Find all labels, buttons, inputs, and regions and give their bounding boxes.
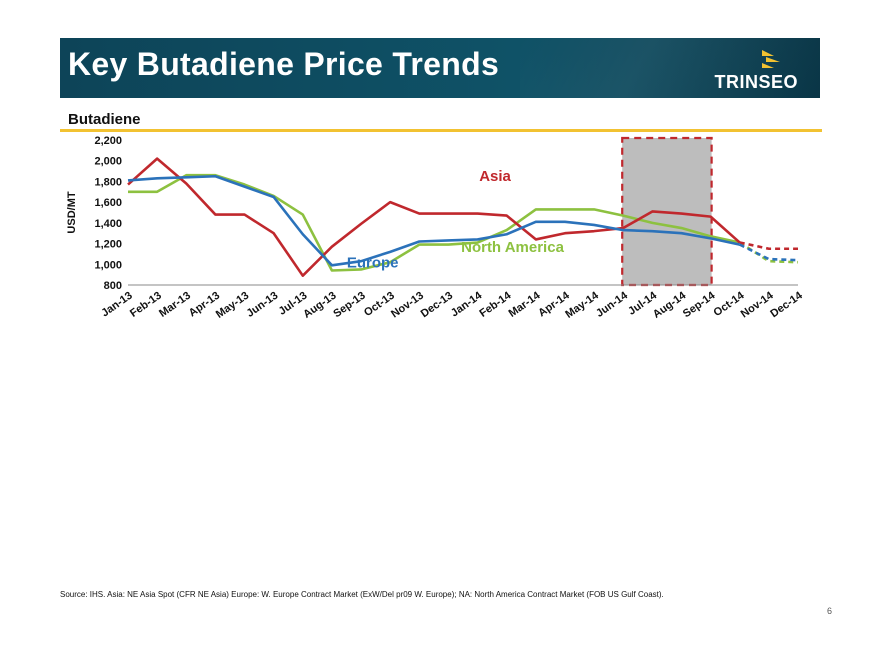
x-tick-label: Jan-14 xyxy=(449,289,485,319)
x-tick-label: Aug-14 xyxy=(651,289,689,321)
x-tick-label: Jun-13 xyxy=(244,290,280,320)
x-tick-label: Jun-14 xyxy=(594,289,631,320)
x-tick-label: Sep-13 xyxy=(331,290,367,321)
accent-rule xyxy=(60,129,822,132)
y-tick-label: 1,000 xyxy=(94,259,122,271)
europe-line xyxy=(127,174,741,267)
x-tick-label: Mar-13 xyxy=(157,290,193,320)
logo-text: TRINSEO xyxy=(714,72,798,92)
y-axis-label: USD/MT xyxy=(66,191,78,233)
x-tick-label: Sep-14 xyxy=(681,289,718,320)
y-tick-label: 1,800 xyxy=(94,176,122,188)
x-tick-label: Dec-13 xyxy=(419,290,455,321)
x-tick-label: Feb-13 xyxy=(128,290,164,320)
x-tick-label: Nov-13 xyxy=(389,290,426,321)
chart-subtitle: Butadiene xyxy=(68,111,141,128)
butadiene-price-chart: 800 1,000 1,200 1,400 1,600 1,800 2,000 2,200 US… xyxy=(66,135,805,321)
y-tick-label: 1,200 xyxy=(94,239,122,251)
y-tick-label: 2,200 xyxy=(94,135,122,147)
y-tick-label: 1,600 xyxy=(94,197,122,209)
x-tick-label: Jan-13 xyxy=(99,290,134,320)
source-note: Source: IHS. Asia: NE Asia Spot (CFR NE … xyxy=(60,590,664,599)
y-tick-label: 1,400 xyxy=(94,218,122,230)
x-tick-label: Feb-14 xyxy=(477,289,514,320)
x-tick-label: Nov-14 xyxy=(739,289,777,320)
x-tick-label: Mar-14 xyxy=(507,289,544,320)
europe-forecast-line xyxy=(739,243,799,262)
europe-label: Europe xyxy=(347,254,399,271)
y-tick-label: 2,000 xyxy=(94,156,122,168)
asia-label: Asia xyxy=(479,168,511,185)
asia-forecast-line xyxy=(739,241,798,251)
north-america-label: North America xyxy=(461,239,564,256)
x-tick-label: Aug-13 xyxy=(301,290,338,321)
trinseo-logo: TRINSEO xyxy=(702,48,798,92)
x-tick-label: May-13 xyxy=(214,290,251,321)
page-title: Key Butadiene Price Trends xyxy=(68,46,500,82)
trinseo-arrows-icon xyxy=(762,50,780,68)
asia-line xyxy=(127,157,741,277)
header-banner: Key Butadiene Price Trends TRINSEO xyxy=(60,38,820,98)
x-tick-label: Dec-14 xyxy=(768,289,805,320)
y-tick-label: 800 xyxy=(104,280,122,292)
page-number: 6 xyxy=(826,606,832,616)
x-tick-label: May-14 xyxy=(563,289,601,321)
